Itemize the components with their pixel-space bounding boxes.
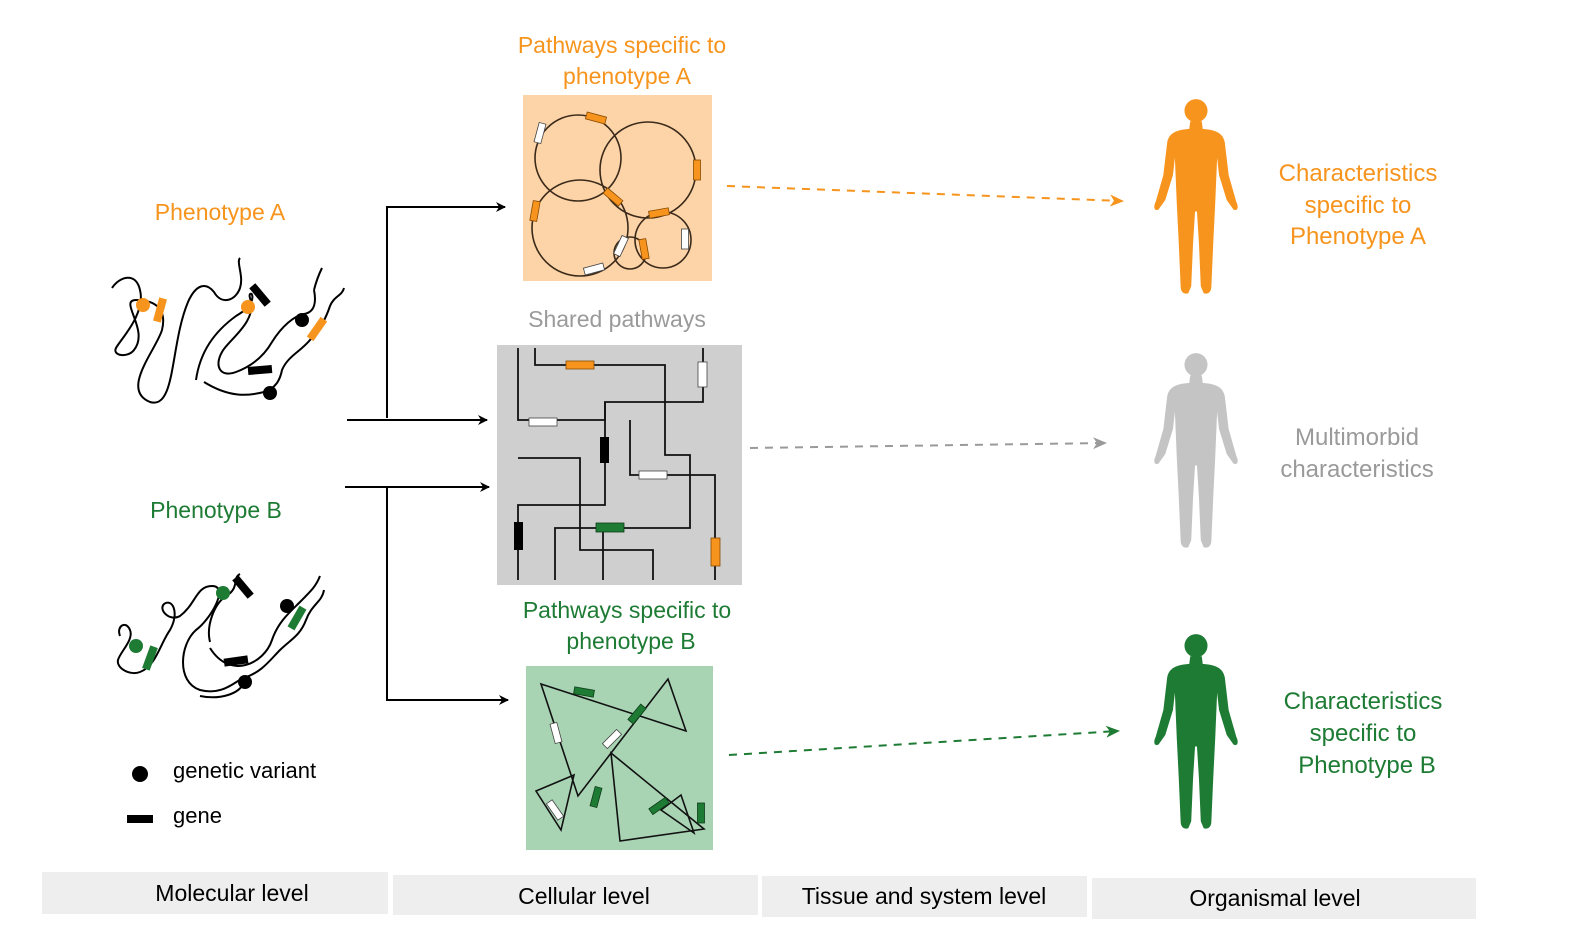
shared-pathways-panel <box>497 345 742 585</box>
gene-white <box>545 799 565 821</box>
characteristics-a-line2: specific to <box>1305 192 1412 219</box>
gene-black <box>514 522 523 550</box>
gene-orange <box>306 316 328 342</box>
pathway-a-title-line1: Pathways specific to <box>518 32 726 58</box>
variant-dot-green <box>216 586 230 600</box>
variant-dot-black <box>295 313 309 327</box>
characteristics-shared-line2: characteristics <box>1280 456 1433 483</box>
gene-orange <box>693 159 701 181</box>
pathway-a-panel <box>523 95 712 281</box>
variant-dot-orange <box>241 300 255 314</box>
gene-green <box>648 796 670 816</box>
gene-white <box>533 121 547 145</box>
human-figure-icon <box>1154 99 1238 294</box>
phenotype-b-variants <box>129 586 294 689</box>
characteristics-b-line3: Phenotype B <box>1298 752 1435 779</box>
gene-orange <box>565 360 595 370</box>
gene-white <box>528 417 558 427</box>
level-label-molecular: Molecular level <box>155 880 308 906</box>
gene-green <box>697 802 705 824</box>
characteristics-b-line2: specific to <box>1310 720 1417 747</box>
gene-black <box>223 655 249 667</box>
gene-orange <box>153 297 167 323</box>
level-bars: Molecular level Cellular level Tissue an… <box>42 872 1476 919</box>
dashed-arrow-a <box>726 185 1124 207</box>
pathway-b-title-line2: phenotype B <box>566 628 695 654</box>
dashed-arrow-b <box>728 725 1120 756</box>
gene-white <box>549 721 563 745</box>
phenotype-a-genes <box>153 283 328 376</box>
gene-orange <box>529 200 541 222</box>
level-label-tissue: Tissue and system level <box>802 883 1047 909</box>
legend-variant-dot <box>132 766 148 782</box>
phenotype-b-genes <box>142 575 307 671</box>
level-bar-organismal <box>1092 878 1476 919</box>
level-bar-tissue <box>762 876 1087 917</box>
gene-green <box>595 522 625 533</box>
level-label-cellular: Cellular level <box>518 883 650 909</box>
gene-green <box>573 686 595 698</box>
gene-black <box>232 575 254 599</box>
human-figure-icon <box>1154 634 1238 829</box>
phenotype-a-label: Phenotype A <box>155 199 286 225</box>
pathway-a-title-line2: phenotype A <box>563 63 692 89</box>
variant-dot-orange <box>136 298 150 312</box>
legend-gene-label: gene <box>173 803 222 828</box>
gene-white <box>613 234 629 258</box>
variant-dot-black <box>280 599 294 613</box>
phenotype-a-dna-strand <box>111 257 345 404</box>
gene-orange <box>710 537 721 567</box>
gene-green <box>142 645 158 671</box>
gene-white <box>638 470 668 480</box>
connector-b-to-pathway-b <box>386 487 509 705</box>
gene-white <box>582 262 606 276</box>
gene-white <box>601 728 623 750</box>
gene-white <box>681 228 689 250</box>
connector-arrows <box>345 202 509 705</box>
gene-green <box>627 703 647 725</box>
variant-dot-green <box>129 639 143 653</box>
gene-black <box>600 437 609 463</box>
pathway-b-title-line1: Pathways specific to <box>523 597 731 623</box>
characteristics-a-line3: Phenotype A <box>1290 223 1426 250</box>
phenotype-a-variants <box>136 298 309 400</box>
gene-green <box>287 605 307 631</box>
legend-gene-bar <box>127 815 153 823</box>
gene-orange <box>648 207 670 219</box>
pathway-b-panel <box>526 666 713 850</box>
characteristics-a: Characteristics specific to Phenotype A <box>1279 160 1438 250</box>
gene-white <box>697 361 708 388</box>
phenotype-b-label: Phenotype B <box>150 497 282 523</box>
connector-a-to-pathway-a <box>386 202 506 418</box>
gene-black <box>247 364 273 376</box>
characteristics-a-line1: Characteristics <box>1279 160 1438 187</box>
shared-pathways-title: Shared pathways <box>528 306 706 332</box>
gene-orange <box>602 187 624 207</box>
dashed-arrow-shared <box>749 437 1107 450</box>
legend-variant-label: genetic variant <box>173 758 316 783</box>
characteristics-shared: Multimorbid characteristics <box>1280 424 1433 483</box>
variant-dot-black <box>238 675 252 689</box>
level-bar-molecular <box>42 872 388 914</box>
legend: genetic variant gene <box>127 758 316 828</box>
gene-black <box>249 283 271 307</box>
characteristics-shared-line1: Multimorbid <box>1295 424 1419 451</box>
gene-orange <box>638 238 650 260</box>
characteristics-b: Characteristics specific to Phenotype B <box>1284 688 1443 779</box>
dashed-arrows <box>726 185 1124 756</box>
variant-dot-black <box>263 386 277 400</box>
gene-green <box>589 785 603 809</box>
level-bar-cellular <box>393 875 758 915</box>
human-figure-icon <box>1154 353 1238 548</box>
characteristics-b-line1: Characteristics <box>1284 688 1443 715</box>
gene-orange <box>584 111 608 125</box>
level-label-organismal: Organismal level <box>1189 885 1360 911</box>
